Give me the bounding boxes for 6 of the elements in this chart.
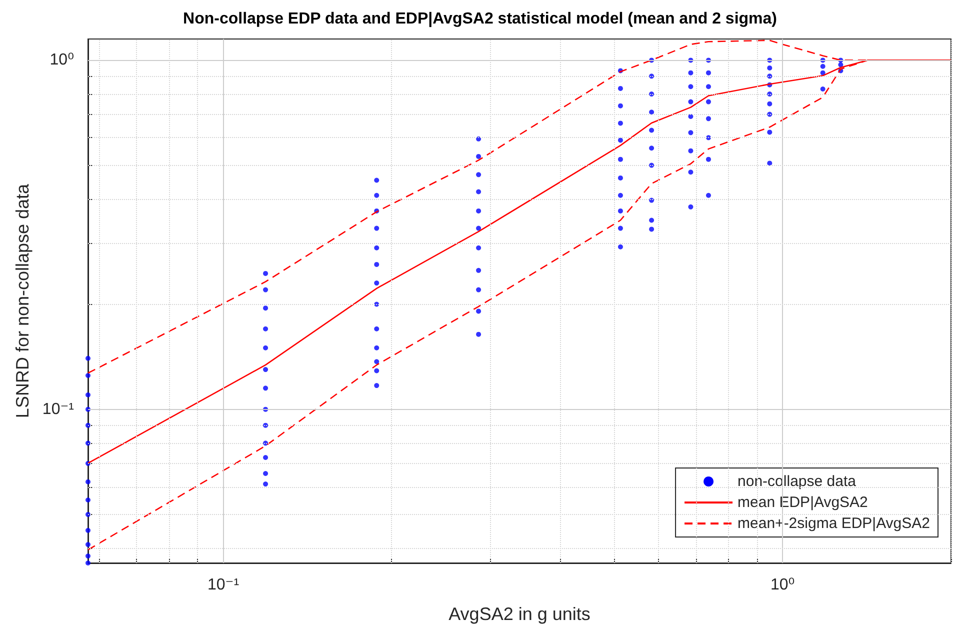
legend-label: non-collapse data — [738, 473, 857, 490]
x-axis-title: AvgSA2 in g units — [448, 604, 590, 624]
legend-label: mean+-2sigma EDP|AvgSA2 — [738, 515, 930, 532]
y-axis-title: LSNRD for non-collapse data — [12, 182, 33, 418]
legend-label: mean EDP|AvgSA2 — [738, 494, 868, 511]
chart-title: Non-collapse EDP data and EDP|AvgSA2 statistical model (mean and 2 sigma) — [183, 10, 777, 28]
